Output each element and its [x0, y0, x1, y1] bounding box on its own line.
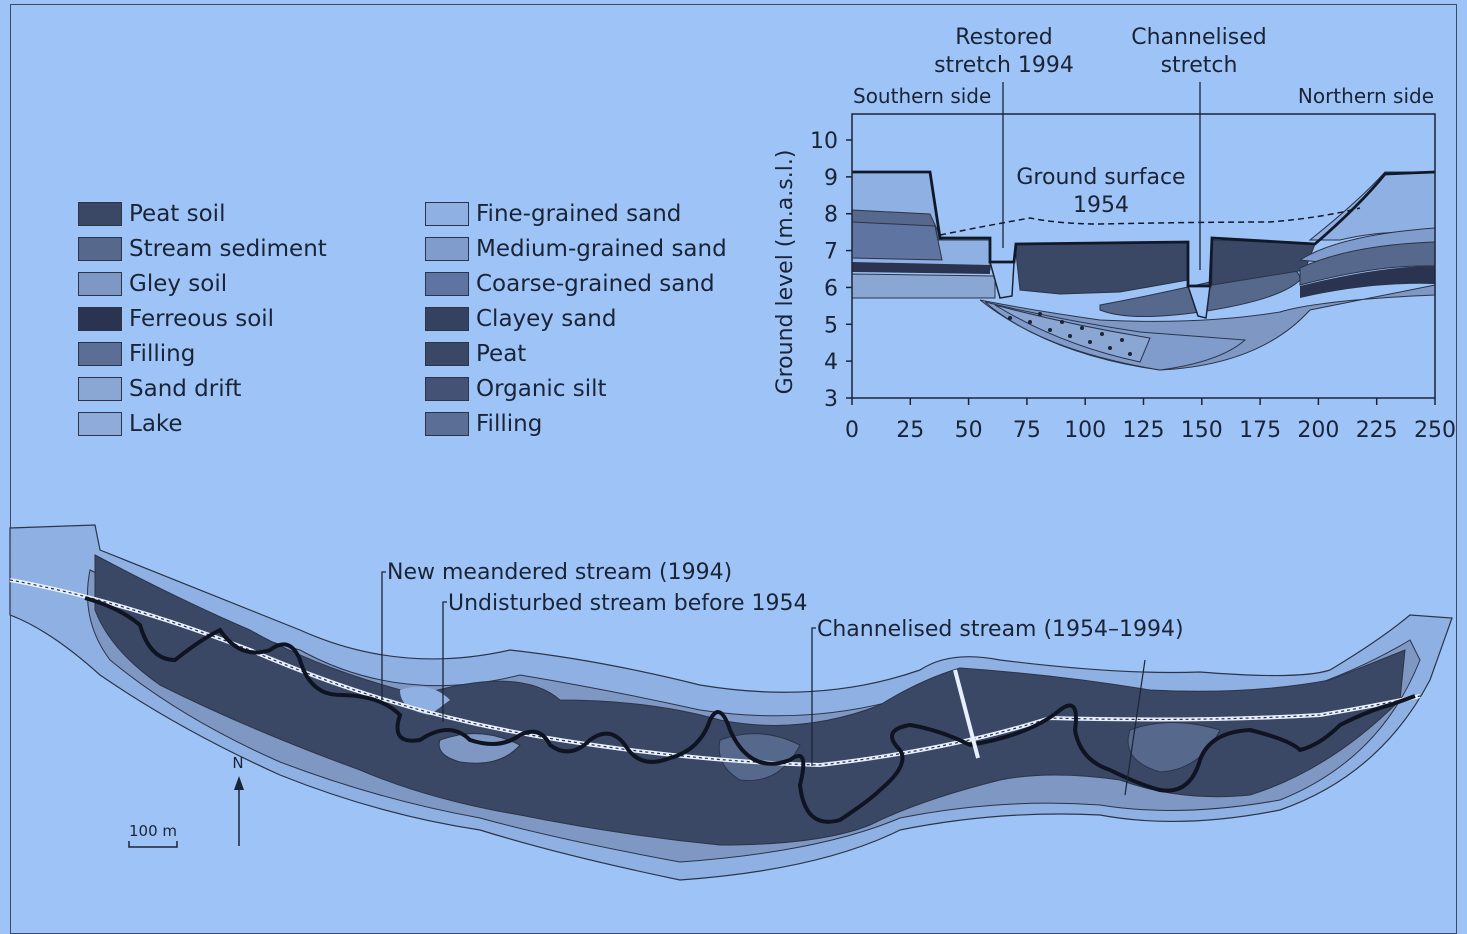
new-stream-pointer [381, 571, 386, 700]
legend-item: Organic silt [425, 375, 607, 403]
restored-label-2: stretch 1994 [934, 53, 1074, 78]
legend-swatch [425, 237, 469, 261]
legend-swatch [78, 342, 122, 366]
restored-label-1: Restored [955, 25, 1052, 50]
legend-swatch [425, 412, 469, 436]
x-tick-label: 125 [1123, 418, 1165, 443]
legend-swatch [78, 307, 122, 331]
y-tick-label: 9 [824, 166, 838, 191]
y-tick-label: 3 [824, 387, 838, 412]
legend-swatch [78, 237, 122, 261]
section-layers [851, 170, 1436, 398]
legend-swatch [78, 272, 122, 296]
channelised-label-2: stretch [1161, 53, 1238, 78]
x-tick-label: 75 [1013, 418, 1041, 443]
ground-surface-line [852, 170, 1436, 288]
legend-item: Peat [425, 340, 526, 368]
legend-item: Sand drift [78, 375, 241, 403]
legend-item: Ferreous soil [78, 305, 274, 333]
y-tick-label: 5 [824, 313, 838, 338]
scale-bar [128, 841, 178, 848]
legend-swatch [78, 202, 122, 226]
layer-dark-band-left [852, 262, 990, 274]
map-sand-patch-1 [438, 733, 521, 764]
legend-item: Filling [425, 410, 542, 438]
legend-label: Filling [129, 341, 196, 367]
legend-label: Organic silt [476, 376, 607, 402]
legend-item: Peat soil [78, 200, 225, 228]
stream-map: New meandered stream (1994) Undisturbed … [9, 524, 1453, 881]
legend-label: Gley soil [129, 271, 228, 297]
legend-swatch [78, 377, 122, 401]
legend-item: Medium-grained sand [425, 235, 727, 263]
legend-item: Lake [78, 410, 183, 438]
x-tick-label: 150 [1181, 418, 1223, 443]
y-tick-label: 4 [824, 350, 838, 375]
legend-label: Stream sediment [129, 236, 327, 262]
x-ticks: 0 25 50 75 100 125 150 175 200 225 250 [845, 398, 1456, 443]
legend-label: Medium-grained sand [476, 236, 727, 262]
x-tick-label: 100 [1064, 418, 1106, 443]
new-stream-label: New meandered stream (1994) [387, 560, 732, 585]
legend-label: Peat [476, 341, 527, 367]
x-tick-label: 50 [955, 418, 983, 443]
y-tick-label: 10 [810, 129, 838, 154]
cross-section-chart: Restored stretch 1994 Channelised stretc… [773, 25, 1456, 443]
channelised-label-1: Channelised [1131, 25, 1266, 50]
legend-item: Gley soil [78, 270, 227, 298]
map-sand-patch-2 [1127, 722, 1221, 773]
x-tick-label: 250 [1414, 418, 1456, 443]
x-tick-label: 225 [1356, 418, 1398, 443]
legend-label: Fine-grained sand [476, 201, 682, 227]
legend-label: Clayey sand [476, 306, 617, 332]
map-section-line-2 [1124, 659, 1146, 796]
legend-label: Sand drift [129, 376, 242, 402]
southern-side-label: Southern side [853, 84, 991, 108]
ground-surface-1954-dashed [939, 207, 1361, 236]
legend-swatch [425, 272, 469, 296]
channelised-stream-label: Channelised stream (1954–1994) [817, 617, 1184, 642]
y-tick-label: 7 [824, 240, 838, 265]
layer-dark-right [1300, 266, 1435, 298]
legend-swatch [425, 307, 469, 331]
ground-surface-label-1: Ground surface [1016, 165, 1185, 190]
x-tick-label: 0 [845, 418, 859, 443]
legend-item: Filling [78, 340, 195, 368]
legend-item: Stream sediment [78, 235, 327, 263]
north-label: N [232, 754, 243, 772]
legend-label: Coarse-grained sand [476, 271, 715, 297]
legend-swatch [425, 342, 469, 366]
scale-label: 100 m [129, 822, 177, 840]
layer-peat-center [1014, 241, 1189, 295]
legend-label: Ferreous soil [129, 306, 275, 332]
undisturbed-pointer [442, 601, 447, 722]
northern-side-label: Northern side [1298, 84, 1434, 108]
x-tick-label: 200 [1297, 418, 1339, 443]
undisturbed-stream-label: Undisturbed stream before 1954 [448, 591, 808, 616]
legend-swatch [425, 202, 469, 226]
legend-label: Lake [129, 411, 183, 437]
x-tick-label: 25 [896, 418, 924, 443]
legend-swatch [78, 412, 122, 436]
legend-item: Fine-grained sand [425, 200, 681, 228]
y-axis-label: Ground level (m.a.s.l.) [773, 150, 798, 395]
new-meandered-stream-path [84, 596, 1416, 824]
y-tick-label: 8 [824, 203, 838, 228]
y-tick-label: 6 [824, 276, 838, 301]
legend-label: Filling [476, 411, 543, 437]
x-tick-label: 175 [1239, 418, 1281, 443]
y-ticks: 3 4 5 6 7 8 9 10 [810, 129, 852, 412]
ground-surface-label-2: 1954 [1073, 193, 1129, 218]
legend-swatch [425, 377, 469, 401]
layer-stream-left [851, 221, 943, 261]
layer-gley-left [851, 273, 996, 299]
channelised-pointer [811, 627, 816, 766]
dot-pattern [1008, 312, 1132, 356]
legend-label: Peat soil [129, 201, 226, 227]
north-arrow-icon [234, 776, 244, 790]
legend-item: Clayey sand [425, 305, 616, 333]
legend-item: Coarse-grained sand [425, 270, 715, 298]
map-section-line-1 [953, 669, 980, 759]
